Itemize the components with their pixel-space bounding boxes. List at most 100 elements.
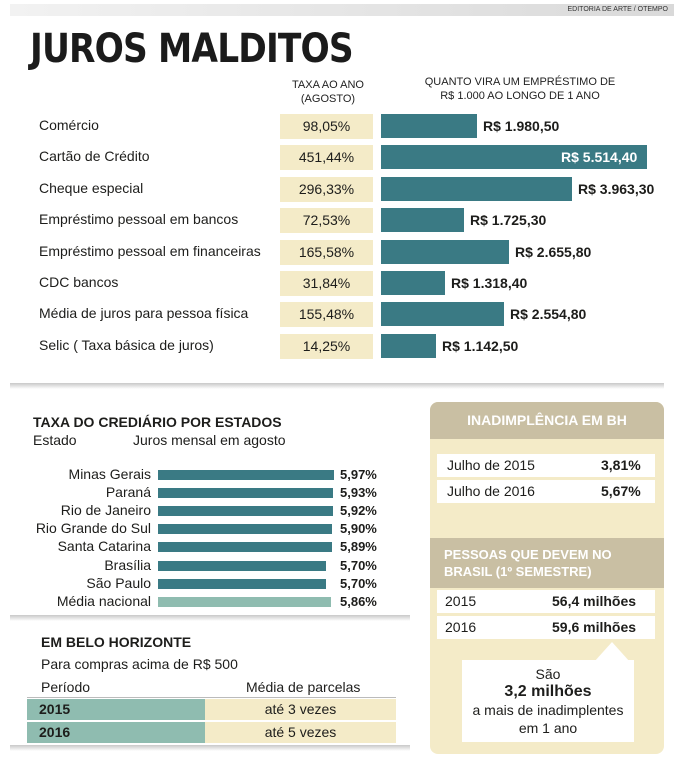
loan-value-label: R$ 1.318,40 (451, 275, 528, 291)
loan-value-label: R$ 1.980,50 (483, 118, 560, 134)
debtors-row-value: 59,6 milhões (552, 619, 637, 635)
section-divider (10, 383, 664, 389)
bh-year: 2016 (27, 722, 205, 743)
rate-header-line1: TAXA AO ANO (292, 79, 364, 91)
loan-bar (381, 334, 436, 358)
loan-column-header: QUANTO VIRA UM EMPRÉSTIMO DE R$ 1.000 AO… (395, 75, 645, 103)
state-bar (158, 542, 332, 552)
loan-bar (381, 114, 477, 138)
debtors-row-2015: 2015 56,4 milhões (437, 590, 655, 613)
loan-row-rate: 451,44% (280, 145, 373, 170)
loan-bar (381, 208, 464, 232)
loan-bar (381, 177, 572, 201)
default-row-label: Julho de 2016 (447, 483, 535, 499)
rate-header-line2: (AGOSTO) (300, 93, 356, 105)
state-value-label: 5,70% (340, 558, 377, 573)
state-label: Minas Gerais (68, 466, 151, 482)
loan-bar (381, 271, 445, 295)
default-row-2016: Julho de 2016 5,67% (437, 480, 655, 503)
loan-row-label: Empréstimo pessoal em financeiras (39, 243, 261, 259)
loan-row-label: Cheque especial (39, 180, 144, 196)
loan-bar (381, 302, 504, 326)
default-box-title: INADIMPLÊNCIA EM BH (430, 402, 664, 439)
loan-row-rate: 98,05% (280, 114, 373, 139)
callout-line2: a mais de inadimplentes (472, 702, 624, 718)
default-row-value: 5,67% (601, 483, 641, 499)
states-title: TAXA DO CREDIÁRIO POR ESTADOS (33, 414, 282, 430)
loan-row-rate: 165,58% (280, 240, 373, 265)
state-bar (158, 561, 326, 571)
loan-row-label: Comércio (39, 117, 99, 133)
state-bar (158, 597, 331, 607)
state-value-label: 5,97% (340, 467, 377, 482)
state-label: São Paulo (86, 575, 151, 591)
credit-line: EDITORIA DE ARTE / OTEMPO (10, 4, 674, 16)
bh-year: 2015 (27, 699, 205, 720)
bh-col-installments: Média de parcelas (246, 679, 361, 695)
state-label: Média nacional (56, 593, 151, 609)
state-label: Brasília (104, 557, 151, 573)
loan-row-rate: 14,25% (280, 334, 373, 359)
state-bar (158, 470, 334, 480)
debtors-row-value: 56,4 milhões (552, 593, 637, 609)
loan-value-label: R$ 1.142,50 (442, 338, 519, 354)
default-row-2015: Julho de 2015 3,81% (437, 454, 655, 477)
section-divider (10, 615, 410, 621)
debtors-title-line1: PESSOAS QUE DEVEM NO (444, 547, 612, 562)
states-col-rate: Juros mensal em agosto (133, 432, 286, 448)
loan-row-label: Selic ( Taxa básica de juros) (39, 337, 214, 353)
callout-pointer (594, 642, 630, 662)
loan-row-label: CDC bancos (39, 274, 119, 290)
state-bar (158, 579, 326, 589)
state-label: Rio Grande do Sul (35, 520, 151, 536)
bh-col-period: Período (41, 679, 91, 695)
loan-row-rate: 72,53% (280, 208, 373, 233)
bh-installments: até 5 vezes (205, 722, 396, 743)
callout-line3: em 1 ano (518, 720, 578, 736)
loan-row-rate: 31,84% (280, 271, 373, 296)
bh-header-rule (27, 697, 396, 698)
bh-row-2016: 2016 até 5 vezes (27, 722, 396, 743)
states-col-state: Estado (33, 432, 77, 448)
bh-title: EM BELO HORIZONTE (41, 634, 192, 650)
state-bar (158, 524, 332, 534)
state-bar (158, 488, 333, 498)
state-value-label: 5,92% (340, 503, 377, 518)
loan-bar (381, 145, 647, 169)
loan-bar (381, 240, 509, 264)
state-value-label: 5,86% (340, 594, 377, 609)
debtors-row-label: 2015 (445, 593, 477, 609)
debtors-callout: São 3,2 milhões a mais de inadimplentes … (462, 660, 634, 742)
state-value-label: 5,90% (340, 521, 377, 536)
bh-subtitle: Para compras acima de R$ 500 (41, 656, 238, 672)
debtors-title-line2: BRASIL (1º SEMESTRE) (444, 564, 592, 579)
state-bar (158, 506, 333, 516)
default-row-value: 3,81% (601, 457, 641, 473)
callout-highlight: 3,2 milhões (504, 683, 592, 700)
section-divider (10, 745, 410, 751)
state-value-label: 5,70% (340, 576, 377, 591)
loan-value-label: R$ 2.554,80 (510, 306, 587, 322)
bh-row-2015: 2015 até 3 vezes (27, 699, 396, 720)
loan-row-label: Empréstimo pessoal em bancos (39, 211, 239, 227)
loan-row-label: Cartão de Crédito (39, 148, 150, 164)
bh-installments: até 3 vezes (205, 699, 396, 720)
state-label: Paraná (105, 484, 151, 500)
loan-row-rate: 155,48% (280, 302, 373, 327)
state-label: Santa Catarina (57, 538, 151, 554)
loan-header-line2: R$ 1.000 AO LONGO DE 1 ANO (440, 90, 600, 102)
state-label: Rio de Janeiro (60, 502, 151, 518)
state-value-label: 5,89% (340, 539, 377, 554)
state-value-label: 5,93% (340, 485, 377, 500)
page-title: JUROS MALDITOS (30, 26, 354, 72)
default-row-label: Julho de 2015 (447, 457, 535, 473)
loan-value-label: R$ 1.725,30 (470, 212, 547, 228)
debtors-row-label: 2016 (445, 619, 477, 635)
loan-row-label: Média de juros para pessoa física (39, 305, 249, 321)
debtors-row-2016: 2016 59,6 milhões (437, 616, 655, 639)
loan-row-rate: 296,33% (280, 177, 373, 202)
loan-value-label: R$ 3.963,30 (578, 181, 655, 197)
debtors-box-title: PESSOAS QUE DEVEM NO BRASIL (1º SEMESTRE… (430, 538, 664, 588)
loan-value-label: R$ 2.655,80 (515, 244, 592, 260)
callout-line1: São (535, 666, 561, 682)
